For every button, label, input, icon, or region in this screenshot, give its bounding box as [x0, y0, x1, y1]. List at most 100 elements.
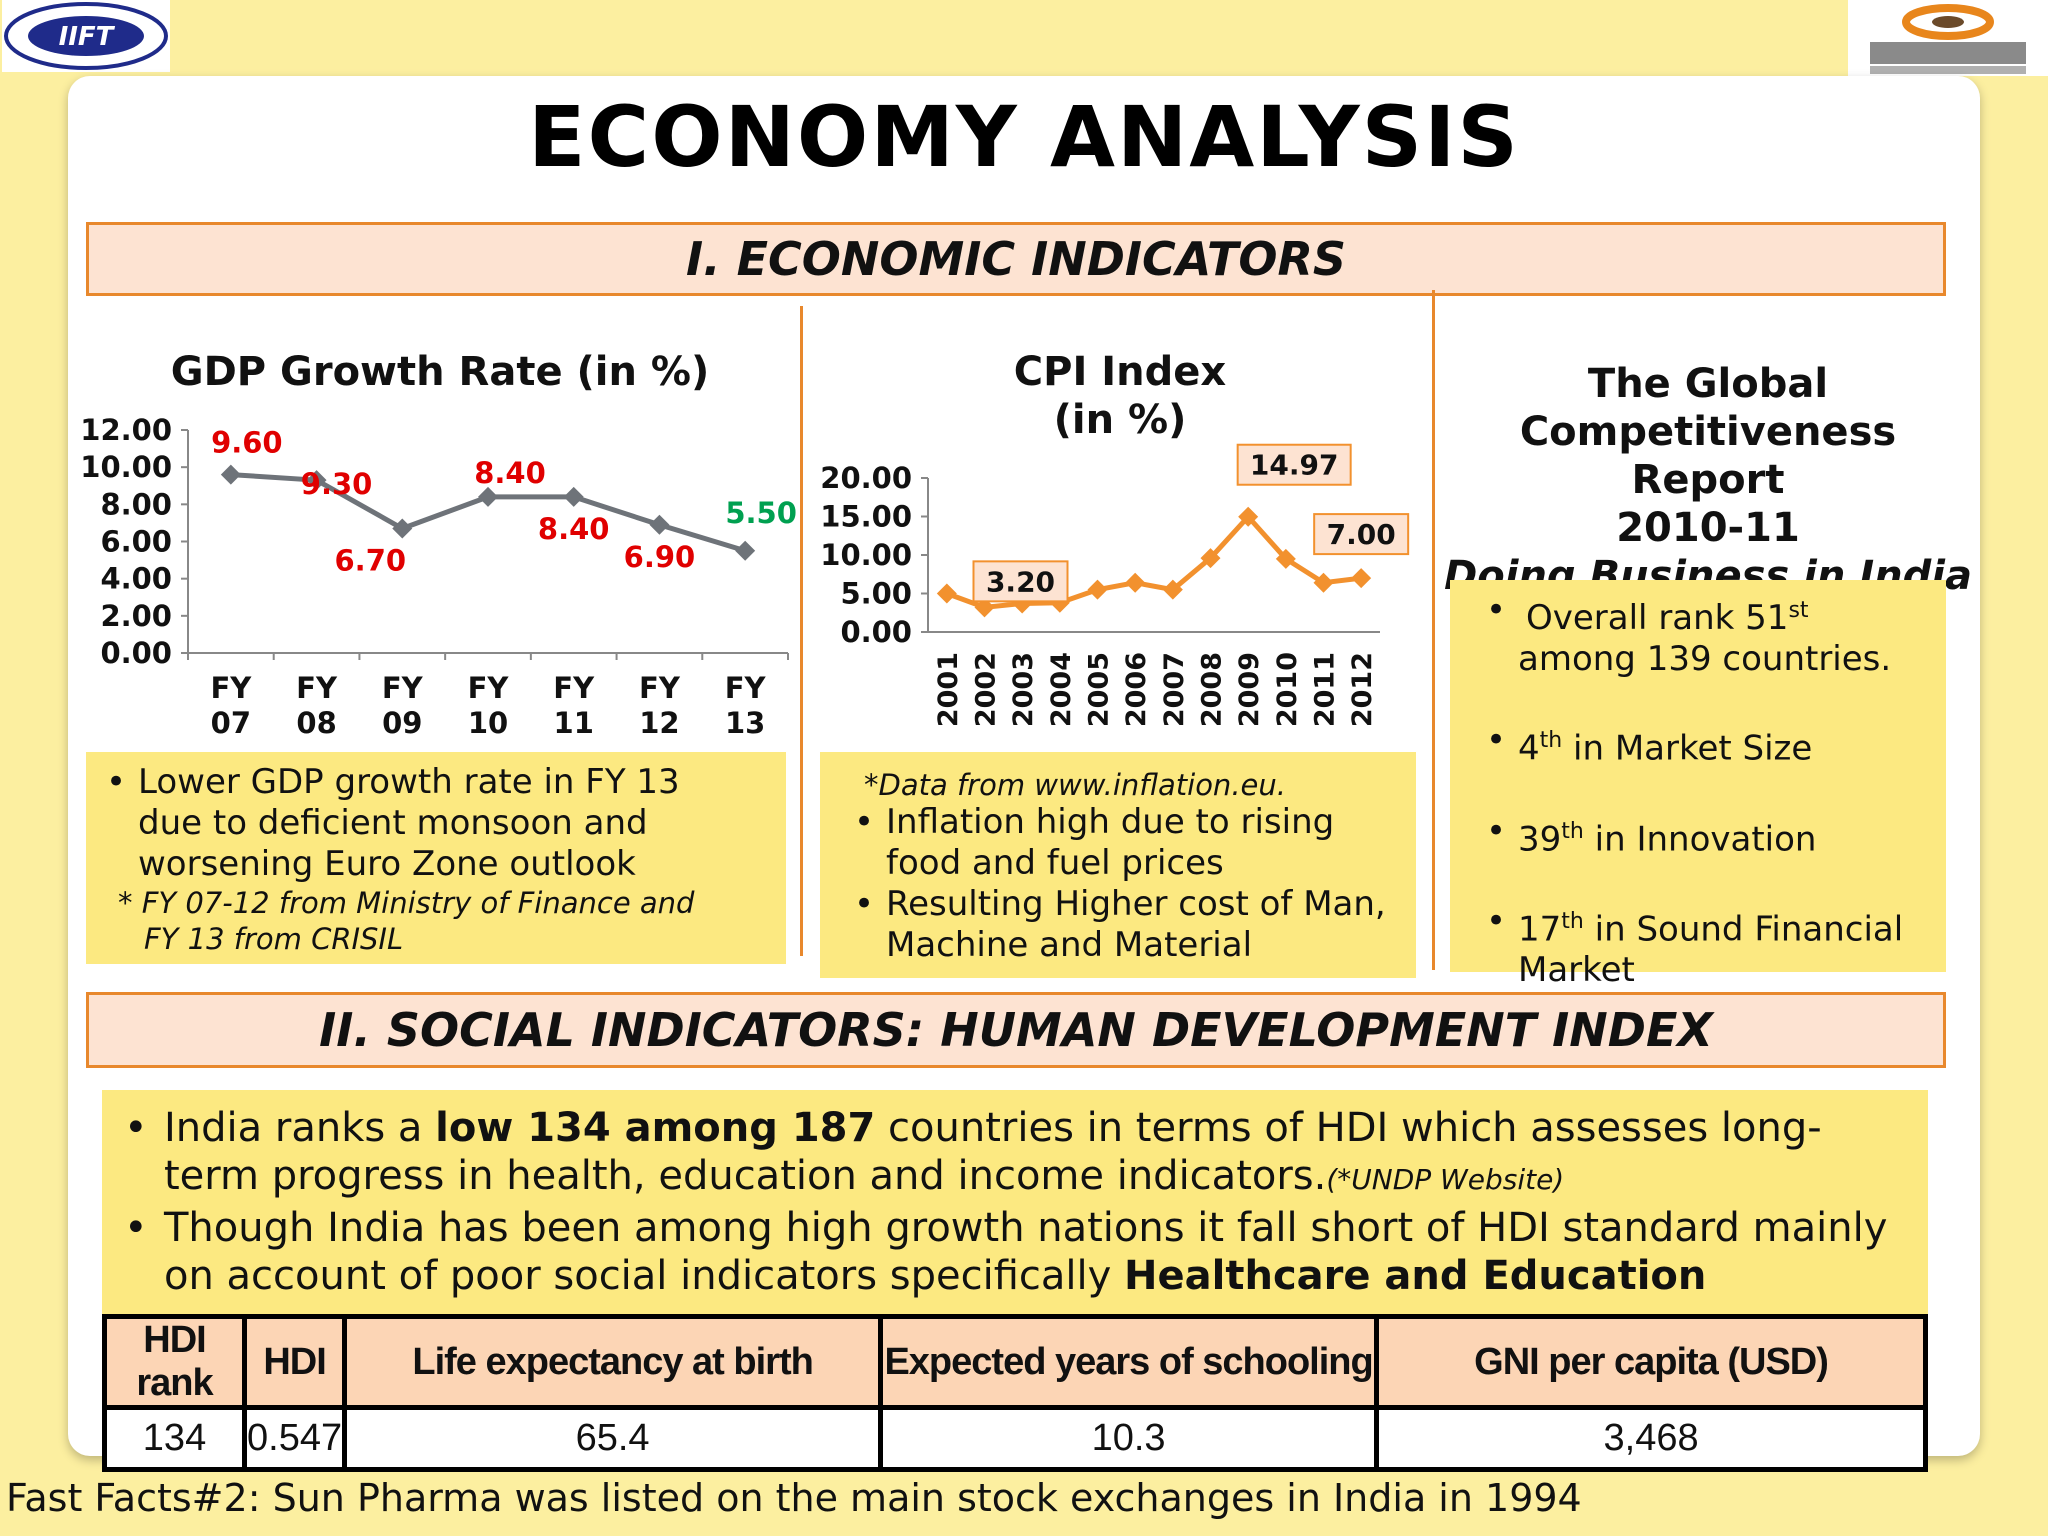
cpi-callout-box [972, 560, 1069, 603]
gcr-item-sup: th [1539, 728, 1563, 754]
y-tick-label: 15.00 [820, 500, 912, 534]
table-row: 134 0.547 65.4 10.3 3,468 [102, 1405, 1928, 1472]
svg-text:IIFT: IIFT [59, 22, 116, 52]
gcr-item-sup: th [1561, 818, 1584, 844]
gdp-source-line1: * FY 07-12 from Ministry of Finance and [118, 886, 695, 920]
cpi-notes-box: *Data from www.inflation.eu. Inflation h… [820, 752, 1416, 978]
hdi-table: HDI rank HDI Life expectancy at birth Ex… [102, 1314, 1928, 1472]
x-tick-label: FY [468, 671, 510, 705]
hdi-b2-pre: Though India has been among high growth … [164, 1205, 1888, 1299]
cpi-note-bullet: Inflation high due to rising food and fu… [842, 802, 1406, 884]
x-tick-label: 07 [211, 706, 251, 740]
cpi-data-point [1313, 572, 1334, 593]
y-tick-label: 20.00 [820, 461, 912, 495]
x-tick-label: 10 [468, 706, 508, 740]
gcr-item-post: among 139 countries. [1518, 639, 1892, 680]
cpi-data-point [974, 597, 995, 618]
hdi-bullet: Though India has been among high growth … [122, 1204, 1908, 1300]
y-tick-label: 10.00 [80, 450, 172, 484]
x-tick-label: 2005 [1084, 652, 1115, 727]
x-tick-label: 11 [554, 706, 594, 740]
gcr-title: The Global Competitiveness Report 2010-1… [1438, 360, 1978, 600]
hdi-table-cell: 10.3 [878, 1405, 1380, 1472]
cpi-data-label: 14.97 [1250, 449, 1339, 482]
gcr-item: 39th in Innovation [1474, 811, 1936, 860]
gcr-title-line: 2010-11 [1616, 505, 1800, 551]
gdp-source-line2: FY 13 from CRISIL [144, 922, 404, 956]
cpi-data-point [1200, 548, 1221, 569]
gcr-item-post: in Innovation [1583, 818, 1817, 859]
cpi-data-label: 3.20 [986, 565, 1055, 598]
gcr-item-post: in Sound Financial Market [1518, 909, 1904, 991]
iift-logo: IIFT [2, 0, 170, 72]
cpi-chart-title: CPI Index (in %) [900, 348, 1340, 444]
hdi-table-header: GNI per capita (USD) [1374, 1314, 1928, 1410]
gdp-data-point [306, 470, 327, 491]
y-tick-label: 2.00 [100, 599, 172, 633]
x-tick-label: 08 [296, 706, 336, 740]
gdp-data-label: 6.70 [335, 543, 407, 577]
gdp-data-label: 9.30 [301, 467, 373, 501]
x-tick-label: FY [296, 671, 338, 705]
y-tick-label: 0.00 [840, 615, 912, 649]
x-tick-label: 2007 [1159, 652, 1190, 727]
cpi-title-line1: CPI Index [1013, 349, 1227, 395]
cpi-callout-box [1313, 513, 1410, 556]
cpi-data-point [1087, 579, 1108, 600]
cpi-data-point [1275, 548, 1296, 569]
gcr-item-sup: st [1788, 598, 1809, 623]
x-tick-label: 2008 [1197, 652, 1228, 727]
hdi-b1-note: (*UNDP Website) [1326, 1163, 1565, 1196]
hdi-table-header: Life expectancy at birth [342, 1314, 884, 1410]
x-tick-label: 2004 [1046, 652, 1077, 727]
gcr-item-pre: Overall rank 51 [1526, 598, 1789, 639]
gcr-item-sup: th [1561, 908, 1584, 934]
hdi-bullet: India ranks a low 134 among 187 countrie… [122, 1104, 1908, 1204]
gcr-title-line: Competitiveness Report [1519, 409, 1897, 503]
gdp-data-point [392, 518, 413, 539]
y-tick-label: 6.00 [100, 525, 172, 559]
x-tick-label: 2009 [1234, 652, 1265, 727]
x-tick-label: 2003 [1008, 652, 1039, 727]
gdp-data-point [735, 540, 756, 561]
hdi-b2-bold: Healthcare and Education [1124, 1253, 1707, 1299]
gdp-data-label: 6.90 [624, 540, 696, 574]
column-divider [800, 306, 803, 956]
x-tick-label: 2011 [1310, 652, 1341, 727]
gdp-data-point [563, 486, 584, 507]
hdi-b1-pre: India ranks a [164, 1105, 436, 1151]
gdp-notes-box: Lower GDP growth rate in FY 13 due to de… [86, 752, 786, 964]
gcr-item: 17th in Sound Financial Market [1474, 901, 1936, 991]
gdp-data-label: 8.40 [538, 512, 610, 546]
cpi-data-point [1351, 568, 1372, 589]
hdi-table-cell: 0.547 [241, 1405, 348, 1472]
gcr-box: Overall rank 51st among 139 countries. 4… [1450, 580, 1946, 990]
y-tick-label: 5.00 [840, 577, 912, 611]
gdp-data-label: 9.60 [211, 426, 283, 460]
hdi-table-header: HDI rank [102, 1314, 247, 1410]
cpi-data-point [1125, 572, 1146, 593]
x-tick-label: 2012 [1347, 652, 1378, 727]
social-indicators-heading: II. SOCIAL INDICATORS: HUMAN DEVELOPMENT… [86, 992, 1946, 1068]
x-tick-label: 09 [382, 706, 422, 740]
hdi-b1-bold: low 134 among 187 [435, 1105, 876, 1151]
gcr-item-pre: 4 [1518, 728, 1540, 769]
gcr-item-post: in Market Size [1562, 728, 1813, 769]
cpi-data-label: 7.00 [1327, 518, 1396, 551]
page-title: ECONOMY ANALYSIS [528, 88, 1520, 186]
y-tick-label: 8.00 [100, 487, 172, 521]
x-tick-label: FY [725, 671, 767, 705]
gcr-item-pre: 17 [1518, 909, 1562, 950]
x-tick-label: FY [210, 671, 252, 705]
x-tick-label: FY [382, 671, 424, 705]
cpi-source-note: *Data from www.inflation.eu. [864, 768, 1286, 802]
cpi-data-point [1238, 506, 1259, 527]
hdi-text-box: India ranks a low 134 among 187 countrie… [102, 1090, 1928, 1316]
hdi-table-header: Expected years of schooling [878, 1314, 1380, 1410]
gdp-data-point [220, 464, 241, 485]
gcr-item: 4th in Market Size [1474, 720, 1936, 769]
gcr-item: Overall rank 51st among 139 countries. [1474, 590, 1936, 680]
x-tick-label: FY [553, 671, 595, 705]
hdi-table-header: HDI [241, 1314, 348, 1410]
x-tick-label: 2010 [1272, 652, 1303, 727]
